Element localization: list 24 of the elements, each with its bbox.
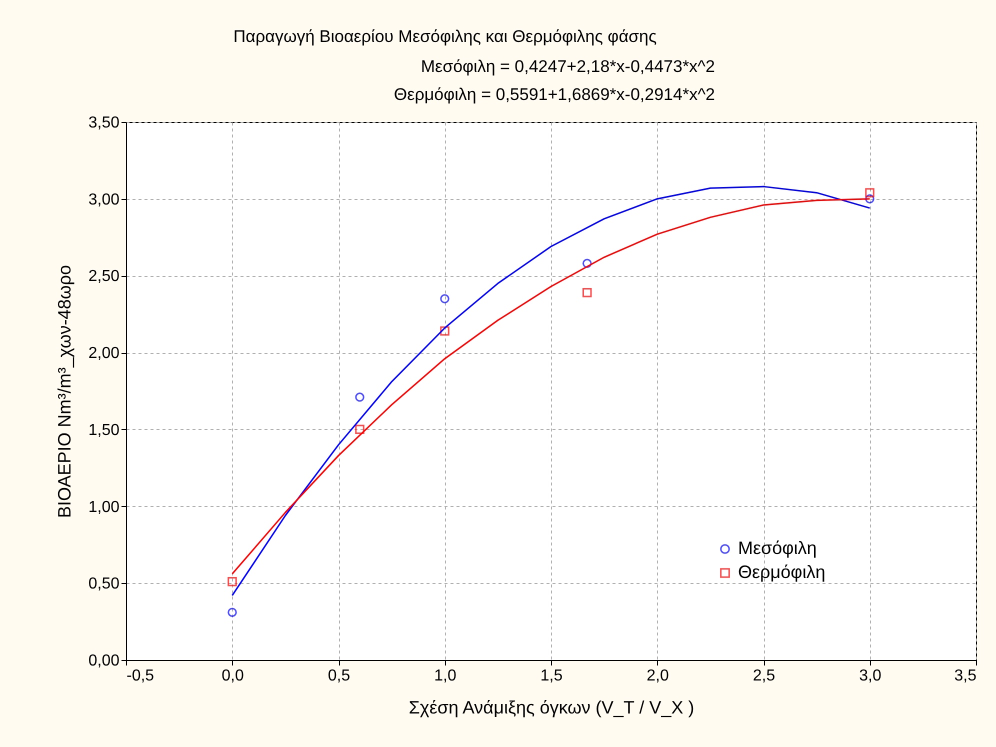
x-tick-label: 3,0 (859, 668, 882, 684)
y-tick-label: 0,00 (88, 652, 120, 670)
legend-label: Θερμόφιλη (738, 562, 826, 582)
y-tick-label: 3,00 (88, 191, 120, 208)
x-tick-label: 2,0 (646, 668, 669, 684)
y-tick-label: 2,00 (88, 345, 120, 362)
x-tick-label: 2,5 (752, 668, 776, 684)
y-tick-label: 1,50 (88, 422, 120, 439)
y-tick-label: 0,50 (88, 576, 120, 593)
text: Θερμόφιλη = 0,5591+1,6869*x-0,2914*x^2 (394, 85, 715, 104)
x-tick-label: -0,5 (126, 668, 154, 684)
x-tick-label: 0,5 (328, 668, 350, 684)
y-tick-label: 2,50 (88, 268, 120, 286)
y-tick-label: 1,00 (88, 498, 120, 516)
x-axis-title: Σχέση Ανάμιξης όγκων (V_Τ / V_Χ ) (408, 698, 694, 718)
legend-label: Μεσόφιλη (738, 538, 817, 558)
x-tick-label: 1,0 (434, 668, 456, 684)
x-tick-label: 1,5 (540, 668, 563, 684)
text: Μεσόφιλη = 0,4247+2,18*x-0,4473*x^2 (420, 57, 715, 76)
chart-title: Παραγωγή Βιοαερίου Μεσόφιλης και Θερμόφιλης φάσης (233, 27, 657, 46)
y-tick-label: 3,50 (88, 114, 120, 132)
y-axis-title: ΒΙΟΑΕΡΙΟ Nm³/m³_χων-48ωρο (54, 264, 74, 518)
x-tick-label: 3,5 (954, 668, 977, 684)
x-tick-label: 0,0 (222, 668, 244, 684)
